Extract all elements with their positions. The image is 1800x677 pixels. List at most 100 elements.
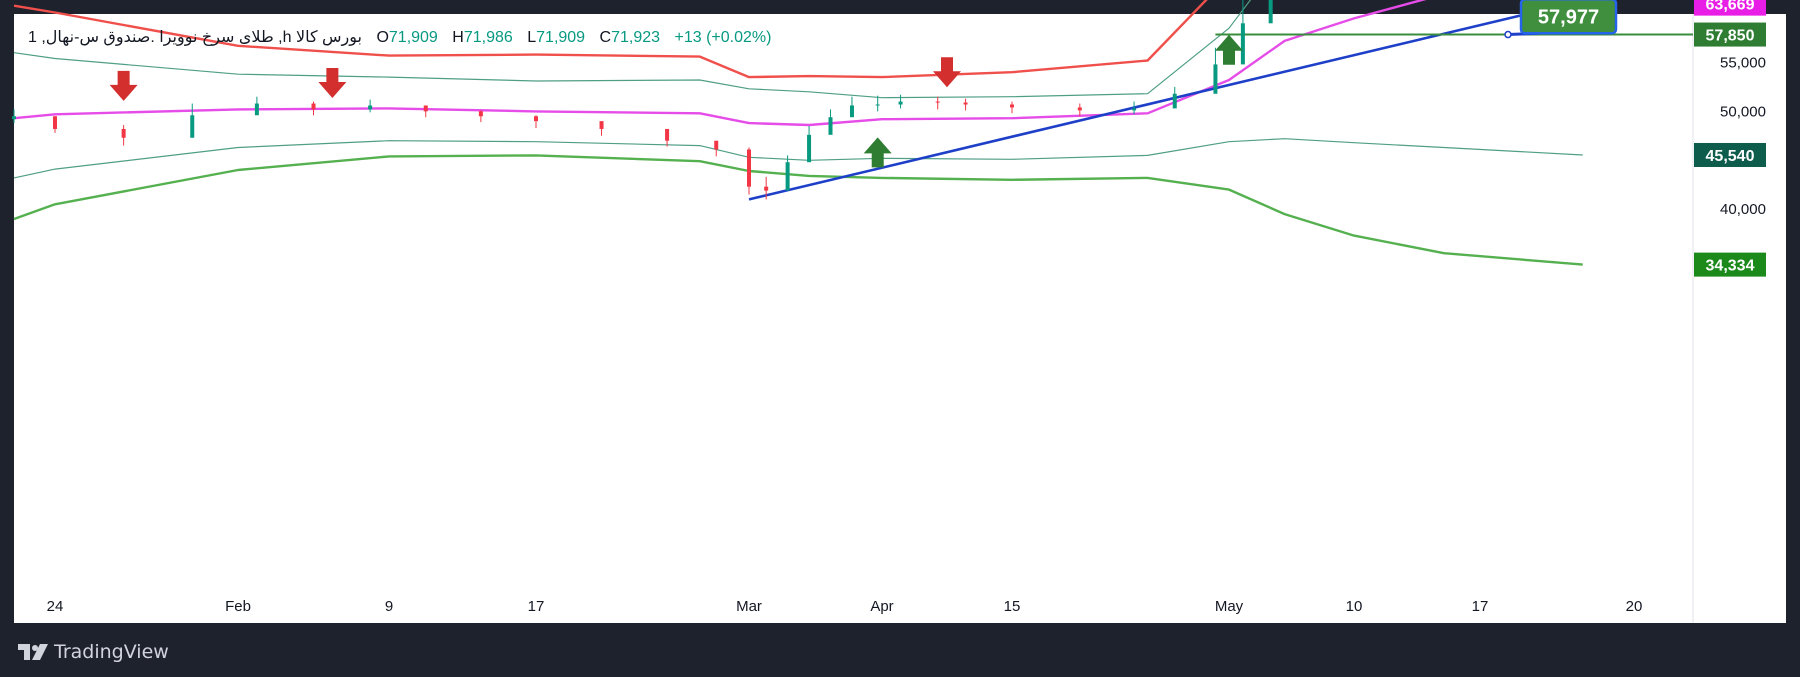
- candle-body: [1172, 93, 1177, 109]
- candle-body: [1132, 108, 1137, 111]
- candle-body: [311, 103, 316, 110]
- x-tick-label: 20: [1626, 598, 1643, 615]
- x-tick-label: Mar: [736, 598, 762, 615]
- down-arrow-icon[interactable]: [109, 70, 138, 101]
- candle-body: [1010, 104, 1014, 108]
- low-label: L: [527, 29, 537, 46]
- candle-body: [1077, 107, 1082, 111]
- high-value: 71,986: [463, 29, 513, 46]
- indicator-line-4[interactable]: [13, 138, 1583, 179]
- x-tick-label: Apr: [870, 598, 893, 615]
- candle[interactable]: [53, 116, 57, 133]
- candle[interactable]: [764, 176, 769, 200]
- candle[interactable]: [849, 96, 854, 118]
- candle-body: [478, 111, 483, 117]
- up-arrow-icon[interactable]: [863, 137, 892, 168]
- candle[interactable]: [368, 99, 373, 113]
- price-label-text: 63,669: [1706, 0, 1755, 14]
- candle[interactable]: [935, 96, 940, 110]
- price-axis: [1693, 14, 1786, 623]
- price-label-text: 34,334: [1706, 258, 1755, 275]
- candle[interactable]: [311, 101, 316, 116]
- up-arrow-icon[interactable]: [1215, 34, 1243, 65]
- candle[interactable]: [665, 128, 670, 147]
- candle[interactable]: [898, 94, 903, 109]
- candle-body: [1213, 64, 1218, 94]
- candle[interactable]: [423, 105, 428, 118]
- indicator-line-1[interactable]: [13, 0, 1531, 79]
- tradingview-logo-icon: [18, 644, 48, 660]
- candle[interactable]: [1172, 86, 1177, 109]
- candle[interactable]: [478, 110, 483, 123]
- candle[interactable]: [1077, 103, 1082, 117]
- candle-body: [898, 101, 903, 105]
- candle-body: [764, 186, 769, 191]
- down-arrow-icon[interactable]: [318, 68, 347, 99]
- candle[interactable]: [714, 140, 719, 157]
- candle[interactable]: [875, 95, 880, 112]
- callout-anchor: [1504, 30, 1512, 39]
- x-tick-label: 9: [385, 598, 393, 615]
- change-value: +13 (+0.02%): [674, 29, 772, 46]
- candle-body: [875, 104, 880, 106]
- candle[interactable]: [534, 115, 538, 128]
- candle-body: [1240, 23, 1245, 65]
- open-label: O: [376, 29, 389, 46]
- candle-body: [747, 149, 751, 187]
- indicator-line-2[interactable]: [13, 0, 1583, 99]
- candle[interactable]: [121, 125, 126, 146]
- close-value: 71,923: [611, 29, 661, 46]
- candle-body: [368, 105, 373, 110]
- candle[interactable]: [963, 98, 968, 111]
- price-axis-label: 63,669: [1694, 0, 1766, 16]
- candle-body: [190, 115, 195, 138]
- callout-box: [1519, 0, 1618, 35]
- candle[interactable]: [828, 109, 833, 135]
- open-value: 71,909: [388, 29, 438, 46]
- candle-body: [53, 116, 57, 129]
- candle-body: [807, 134, 812, 163]
- brand-name: TradingView: [54, 641, 169, 663]
- candle-body: [935, 101, 940, 103]
- candle-body: [963, 102, 968, 105]
- candle[interactable]: [12, 109, 16, 124]
- candle-body: [714, 140, 719, 150]
- candle[interactable]: [1010, 101, 1014, 114]
- price-label-text: 45,540: [1706, 148, 1755, 165]
- candle[interactable]: [254, 96, 259, 116]
- price-label-bg: [1694, 22, 1766, 47]
- price-label-bg: [1694, 142, 1766, 167]
- candle[interactable]: [747, 147, 751, 195]
- candle-body: [828, 117, 833, 135]
- price-callout[interactable]: 57,977: [1504, 0, 1618, 39]
- tradingview-brand[interactable]: TradingView: [18, 641, 169, 663]
- price-label-bg: [1694, 0, 1766, 16]
- candle[interactable]: [1213, 47, 1218, 94]
- high-label: H: [452, 29, 464, 46]
- y-tick-label: 40,000: [1720, 201, 1766, 218]
- price-axis-label: 45,540: [1694, 142, 1766, 167]
- price-axis-label: 34,334: [1694, 252, 1766, 277]
- plot-area: [14, 14, 1693, 623]
- candle[interactable]: [807, 126, 812, 163]
- candle[interactable]: [1268, 0, 1273, 24]
- price-label-text: 57,850: [1706, 28, 1755, 45]
- x-tick-label: 17: [1472, 598, 1489, 615]
- x-tick-label: May: [1215, 598, 1244, 615]
- down-arrow-icon[interactable]: [933, 57, 961, 88]
- candle-body: [665, 128, 670, 141]
- candle[interactable]: [1240, 0, 1245, 65]
- candle[interactable]: [1132, 101, 1137, 115]
- candle-body: [12, 116, 16, 120]
- x-tick-label: 10: [1346, 598, 1363, 615]
- candle-body: [121, 128, 126, 138]
- close-label: C: [599, 29, 612, 46]
- candle-body: [785, 162, 790, 191]
- candle[interactable]: [599, 121, 604, 136]
- candle[interactable]: [190, 103, 195, 138]
- candle-body: [599, 121, 604, 129]
- callout-label: 57,977: [1538, 6, 1599, 28]
- x-tick-label: 17: [528, 598, 545, 615]
- candle[interactable]: [785, 155, 790, 191]
